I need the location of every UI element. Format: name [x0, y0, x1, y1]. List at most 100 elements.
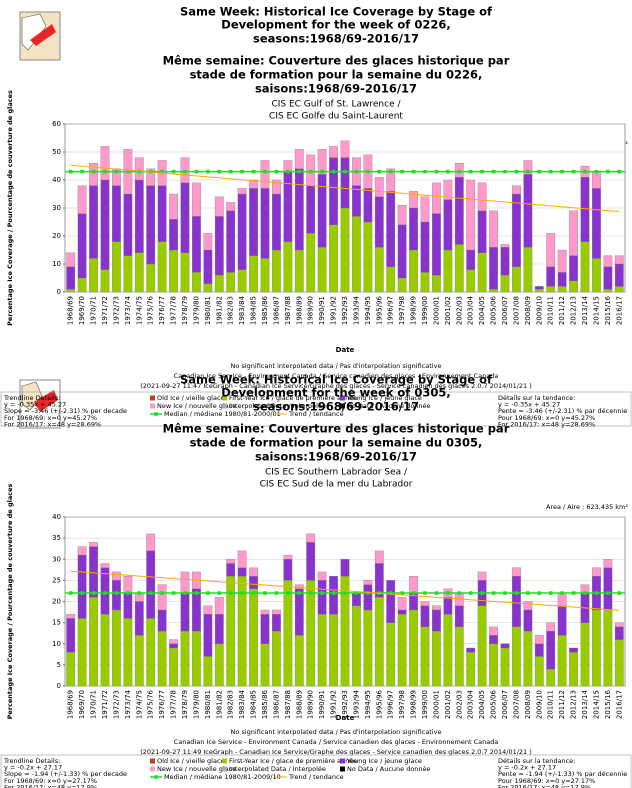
x-tick-label: 1973/74: [124, 689, 132, 719]
bar-segment: [306, 233, 316, 293]
median-marker: [91, 591, 96, 595]
bar-segment: [146, 263, 156, 293]
x-tick-label: 1999/00: [421, 296, 429, 325]
bar-segment: [466, 249, 476, 270]
bar-segment: [260, 614, 270, 644]
x-tick-label: 2008/09: [524, 690, 532, 719]
bar-segment: [77, 213, 87, 279]
bar-segment: [466, 179, 476, 251]
footer-note: (2021-09-27 11:49 IceGraph - Canadian Ic…: [140, 748, 532, 756]
bar-segment: [352, 592, 361, 606]
median-marker: [388, 591, 393, 595]
bar-segment: [112, 185, 121, 242]
median-marker: [228, 591, 233, 595]
bar-segment: [329, 576, 338, 615]
bar-segment: [580, 622, 590, 687]
median-marker: [354, 591, 359, 595]
median-marker: [411, 591, 416, 595]
bar-segment: [534, 643, 544, 657]
trend-details-fr: Pente = -3.46 (+/-2.31) % par décennie: [498, 407, 627, 415]
bar-segment: [397, 224, 407, 279]
chart-title-fr: saisons:1968/69-2016/17: [255, 450, 417, 464]
x-tick-label: 1971/72: [101, 690, 109, 719]
bar-segment: [603, 567, 613, 611]
median-marker: [491, 169, 496, 174]
x-tick-label: 1987/88: [284, 690, 292, 719]
median-marker: [228, 169, 233, 174]
x-tick-label: 1991/92: [330, 690, 338, 719]
median-marker: [446, 169, 450, 174]
bar-segment: [134, 252, 144, 293]
bar-segment: [534, 286, 544, 290]
trend-details-fr: For 2016/17: x=48 y=17.9%: [498, 783, 591, 788]
bar-segment: [614, 286, 624, 293]
bar-segment: [169, 219, 178, 251]
median-marker: [617, 591, 622, 595]
bar-segment: [500, 247, 510, 276]
bar-segment: [249, 179, 258, 189]
legend-label: Young Ice / jeune glace: [346, 757, 422, 765]
bar-segment: [420, 626, 430, 687]
bar-segment: [169, 647, 178, 687]
chart-title: Same Week: Historical Ice Coverage by St…: [180, 373, 493, 387]
bar-segment: [283, 559, 293, 581]
median-marker: [423, 591, 427, 595]
bar-segment: [363, 221, 373, 293]
bar-segment: [454, 177, 464, 245]
bar-segment: [66, 289, 76, 293]
x-tick-label: 2002/03: [455, 690, 463, 719]
bar-segment: [397, 614, 407, 687]
y-tick-label: 0: [57, 288, 61, 296]
x-tick-label: 1976/77: [158, 296, 166, 325]
median-marker: [434, 169, 439, 174]
legend-swatch: [150, 403, 155, 409]
bar-segment: [157, 241, 167, 293]
x-tick-label: 1987/88: [284, 296, 292, 325]
bar-segment: [112, 580, 121, 611]
bar-segment: [77, 546, 87, 556]
bar-segment: [157, 609, 167, 632]
legend-label: New Ice / nouvelle glace: [157, 402, 236, 410]
bar-segment: [432, 609, 441, 632]
y-tick-label: 40: [52, 176, 61, 184]
x-tick-label: 1971/72: [101, 296, 109, 325]
bar-segment: [420, 221, 430, 273]
y-tick-label: 60: [52, 120, 61, 128]
bar-segment: [363, 609, 373, 687]
legend-swatch: [150, 395, 155, 401]
median-marker: [468, 591, 473, 595]
bar-segment: [489, 643, 498, 687]
x-tick-label: 1994/95: [364, 690, 372, 719]
legend-swatch: [340, 766, 345, 772]
median-marker: [526, 591, 530, 595]
x-tick-label: 1972/73: [112, 690, 120, 719]
median-marker: [354, 169, 359, 174]
x-tick-label: 1999/00: [421, 690, 429, 719]
bar-segment: [306, 580, 316, 687]
subtitle: CIS EC Sud de la mer du Labrador: [260, 480, 413, 490]
bar-segment: [214, 643, 224, 687]
median-marker: [137, 591, 142, 595]
bar-segment: [557, 635, 567, 687]
y-tick-label: 5: [57, 661, 61, 669]
y-tick-label: 30: [52, 555, 61, 563]
bar-segment: [420, 605, 430, 627]
bar-segment: [203, 283, 213, 293]
median-marker: [583, 591, 587, 595]
x-tick-label: 1982/83: [227, 296, 235, 325]
x-tick-label: 2006/07: [501, 690, 509, 719]
legend-label: Interpolated Data / Interpolée: [229, 765, 326, 773]
x-tick-label: 1988/89: [295, 690, 303, 719]
x-tick-label: 1998/99: [410, 296, 418, 325]
bar-segment: [534, 635, 544, 644]
x-tick-label: 1996/97: [387, 690, 395, 719]
bar-segment: [272, 609, 281, 615]
bar-segment: [226, 202, 236, 211]
x-tick-label: 1978/79: [181, 296, 189, 325]
bar-segment: [363, 188, 373, 223]
x-tick-label: 1970/71: [90, 296, 98, 325]
x-tick-label: 1980/81: [204, 690, 212, 719]
legend-swatch: [150, 766, 155, 772]
bar-segment: [569, 255, 578, 281]
bar-segment: [169, 249, 178, 293]
